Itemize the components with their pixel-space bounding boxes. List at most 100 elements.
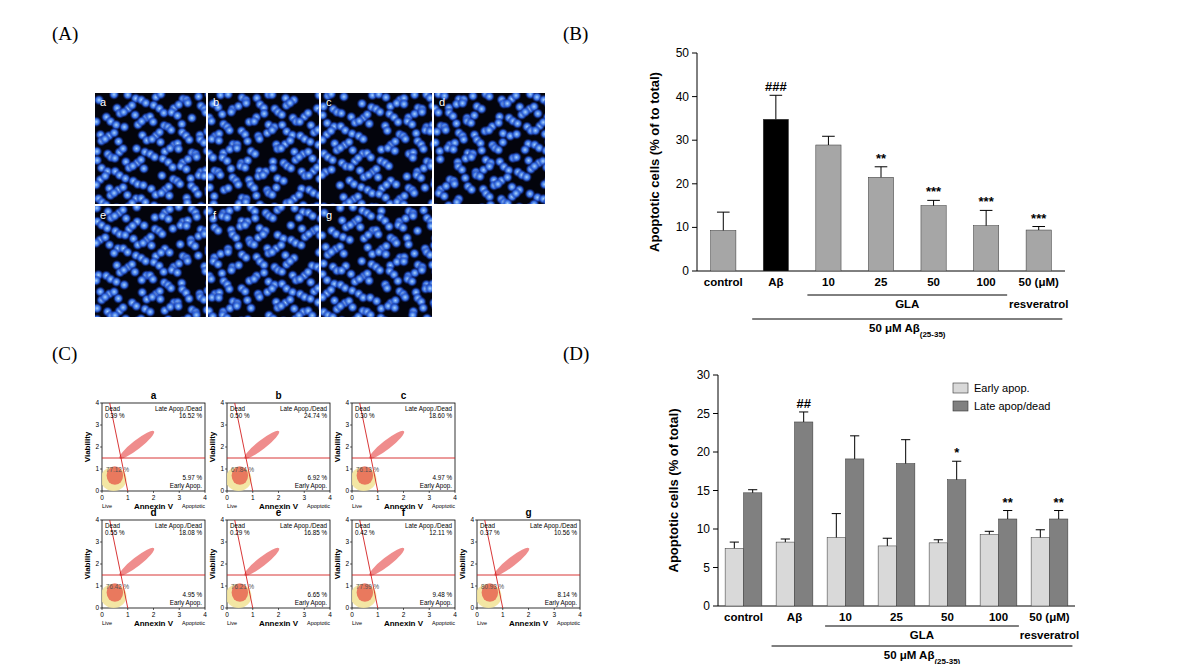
nucleus: [285, 220, 296, 231]
y-tick-label: 20: [676, 177, 690, 191]
bar: [948, 480, 966, 606]
y-tick: [225, 542, 227, 543]
nucleus: [111, 202, 122, 204]
nucleus: [484, 161, 495, 172]
x-tick-label: 50: [927, 276, 940, 288]
nucleus: [204, 154, 206, 165]
nucleus: [484, 93, 495, 102]
nucleus: [316, 314, 319, 317]
nucleus: [241, 98, 252, 109]
x-tick-label: 1: [126, 611, 130, 618]
nucleus: [389, 302, 400, 313]
y-tick-label: 3: [470, 538, 474, 545]
nucleus: [109, 248, 120, 259]
nucleus: [119, 121, 130, 132]
y-tick: [692, 140, 697, 141]
y-tick: [713, 567, 718, 568]
y-tick-label: 40: [676, 90, 690, 104]
nucleus: [294, 189, 305, 200]
y-tick: [225, 403, 227, 404]
error-bar: [1003, 511, 1012, 519]
quadrant-label: Early Apop.: [420, 482, 452, 490]
nucleus: [267, 247, 278, 258]
nucleus: [163, 314, 174, 317]
nucleus: [204, 188, 206, 199]
event-cloud: [352, 403, 455, 491]
flow-plot: 0123401234fViabilityAnnexin VLiveApoptot…: [333, 507, 457, 628]
nucleus: [268, 163, 279, 174]
x-tick: [205, 491, 206, 493]
nucleus: [366, 211, 377, 222]
nucleus: [208, 152, 218, 163]
nucleus: [389, 145, 400, 156]
plot-title: e: [276, 507, 282, 518]
nucleus: [430, 266, 432, 277]
region-label: Apoptotic: [307, 620, 330, 626]
image-label: d: [439, 96, 445, 108]
x-tick-label: 1: [376, 611, 380, 618]
nucleus: [356, 198, 367, 204]
plot-title: b: [275, 390, 281, 401]
y-tick: [100, 520, 102, 521]
x-axis-label: Annexin V: [259, 619, 299, 628]
quadrant-label: Dead: [230, 522, 246, 529]
quadrant-label: Dead: [105, 405, 121, 412]
x-tick-label: 1: [376, 494, 380, 501]
nucleus: [336, 108, 347, 119]
nucleus: [294, 212, 305, 223]
x-tick-label: 4: [328, 611, 332, 618]
x-tick: [278, 608, 279, 610]
nucleus: [451, 197, 462, 204]
y-tick-label: 1: [220, 582, 224, 589]
quadrant-label: 18.60 %: [429, 412, 453, 419]
nucleus: [118, 107, 129, 118]
y-tick: [350, 469, 352, 470]
quadrant-label: Dead: [355, 405, 371, 412]
x-tick-label: 2: [527, 611, 531, 618]
y-tick: [713, 375, 718, 376]
y-tick-label: 25: [697, 407, 711, 421]
nucleus: [276, 206, 287, 213]
nucleus: [440, 125, 451, 136]
quadrant-label: 0.42 %: [355, 529, 375, 536]
quadrant-label: 76.13 %: [356, 466, 380, 473]
x-tick-label: 100: [977, 276, 996, 288]
y-tick-label: 3: [95, 421, 99, 428]
bar: [980, 534, 998, 606]
y-tick-label: 2: [345, 443, 349, 450]
y-tick-label: 5: [703, 561, 710, 575]
nucleus: [222, 212, 233, 223]
nucleus: [347, 206, 358, 213]
nucleus: [118, 265, 129, 276]
nucleus: [294, 152, 305, 163]
nucleus: [285, 98, 296, 109]
region-label: Live: [227, 620, 237, 626]
nucleus: [425, 249, 432, 260]
nucleus: [138, 163, 149, 174]
nucleus: [245, 303, 256, 314]
nucleus: [100, 171, 111, 182]
error-bar: [850, 436, 859, 459]
y-tick-label: 1: [345, 465, 349, 472]
nucleus: [407, 310, 418, 317]
legend-swatch: [953, 401, 968, 411]
plot-title: c: [401, 390, 407, 401]
nucleus: [181, 220, 192, 231]
y-tick: [692, 96, 697, 97]
event-density: [242, 428, 282, 462]
group-line: [825, 626, 1019, 627]
nucleus: [335, 180, 346, 191]
nucleus: [451, 118, 462, 129]
nucleus: [412, 225, 423, 236]
nucleus: [541, 162, 545, 173]
nucleus: [425, 283, 432, 294]
image-label: e: [100, 209, 106, 221]
event-cloud: [227, 403, 330, 491]
x-tick-label: 100: [989, 611, 1008, 623]
panel-label: (D): [563, 343, 589, 365]
nucleus: [175, 179, 186, 190]
nucleus: [321, 230, 328, 241]
image-label: g: [326, 209, 332, 221]
x-tick: [278, 491, 279, 493]
nucleus: [193, 189, 204, 200]
